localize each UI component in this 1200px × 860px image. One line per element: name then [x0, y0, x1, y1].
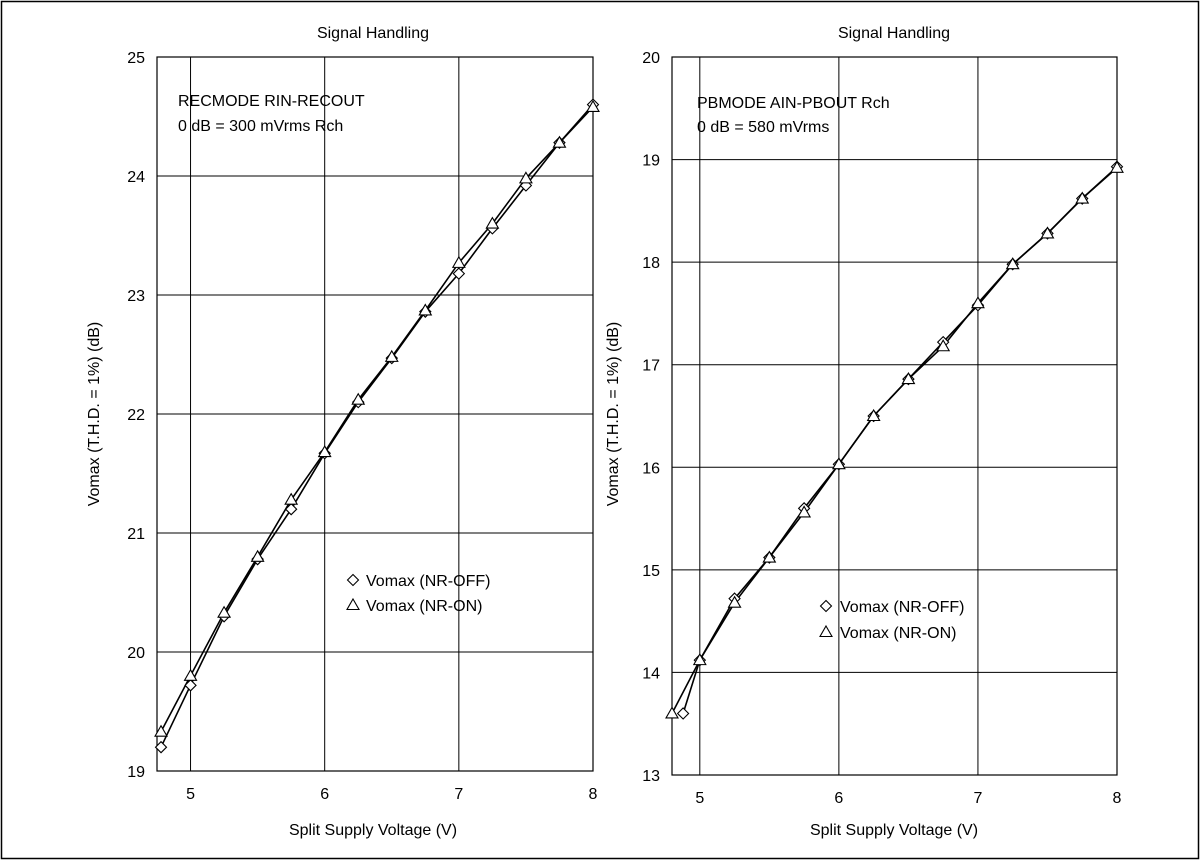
- chart-left-annotation-line-1: RECMODE RIN-RECOUT: [178, 93, 365, 110]
- chart-left-data-point: [217, 605, 232, 618]
- chart-right-legend-symbol: [819, 624, 833, 638]
- chart-right-data-point: [1075, 191, 1090, 204]
- chart-left-y-tick-label: 23: [127, 288, 145, 305]
- chart-left-data-point: [451, 255, 466, 268]
- chart-right-data-point: [762, 550, 777, 563]
- chart-right-y-tick-label: 14: [642, 665, 660, 682]
- chart-right-legend-marker-nr-on: [819, 624, 833, 638]
- chart-left-series-line-0: [160, 104, 594, 748]
- chart-left-y-tick-label: 19: [127, 764, 145, 781]
- chart-left-legend-marker-nr-off: [346, 573, 360, 587]
- chart-right-data-point: [1110, 160, 1124, 173]
- chart-right-data-point: [797, 505, 812, 518]
- chart-left-y-tick-label: 22: [127, 407, 145, 424]
- chart-right-x-tick-label: 6: [834, 790, 843, 807]
- chart-right-legend-label-nr-off: Vomax (NR-OFF): [840, 599, 964, 616]
- chart-right-y-tick-label: 16: [642, 460, 660, 477]
- chart-right-data-point: [1040, 226, 1055, 239]
- chart-right-data-point: [1005, 257, 1020, 270]
- chart-left-data-point: [586, 99, 600, 113]
- chart-left-y-tick-label: 20: [127, 645, 145, 662]
- chart-left-data-point: [154, 724, 168, 737]
- chart-right: Signal Handling 13 14 15 16 17 18 19 20 5 6 7 8 PB…: [605, 25, 1124, 839]
- chart-left-data-point: [552, 135, 567, 148]
- chart-right-title: Signal Handling: [838, 25, 950, 42]
- chart-left-y-ticks: 19 20 21 22 23 24 25: [127, 50, 145, 781]
- chart-right-legend-label-nr-on: Vomax (NR-ON): [840, 625, 956, 642]
- chart-left-legend-symbol: [346, 573, 360, 587]
- chart-left-data-point: [154, 740, 168, 754]
- chart-right-y-tick-label: 17: [642, 358, 660, 375]
- chart-right-data-point: [831, 457, 846, 470]
- chart-left-x-tick-label: 5: [186, 786, 195, 803]
- chart-right-y-tick-label: 15: [642, 563, 660, 580]
- chart-left-data-point: [384, 349, 399, 362]
- chart-right-x-axis-label: Split Supply Voltage (V): [810, 822, 978, 839]
- chart-right-y-ticks: 13 14 15 16 17 18 19 20: [642, 50, 660, 785]
- chart-left: Signal Handling 19 20 21 22 23 24 25 5 6 7 8 RECM…: [86, 25, 600, 839]
- chart-right-plot-area: [671, 56, 1118, 776]
- chart-left-y-tick-label: 21: [127, 526, 145, 543]
- chart-left-data-point: [418, 303, 433, 316]
- chart-right-data-point: [901, 371, 916, 385]
- chart-right-data-point: [665, 706, 679, 719]
- chart-right-data-point: [692, 653, 707, 666]
- chart-right-legend: Vomax (NR-OFF) Vomax (NR-ON): [819, 599, 964, 642]
- chart-right-x-tick-label: 8: [1113, 790, 1122, 807]
- chart-left-legend-marker-nr-on: [346, 597, 360, 611]
- chart-right-y-tick-label: 13: [642, 768, 660, 785]
- chart-right-series-line-1: [671, 167, 1118, 714]
- chart-right-annotation-line-1: PBMODE AIN-PBOUT Rch: [697, 95, 890, 112]
- chart-left-legend-symbol: [346, 597, 360, 611]
- chart-left-legend-label-nr-on: Vomax (NR-ON): [366, 598, 482, 615]
- chart-left-data-point: [284, 502, 298, 516]
- chart-left-data-point: [183, 668, 198, 681]
- chart-right-series-markers: [665, 160, 1124, 720]
- chart-left-x-axis-label: Split Supply Voltage (V): [289, 822, 457, 839]
- chart-left-annotation-line-2: 0 dB = 300 mVrms Rch: [178, 118, 343, 135]
- chart-left-y-tick-label: 25: [127, 50, 145, 67]
- chart-left-data-point: [452, 267, 466, 280]
- chart-right-data-point: [727, 595, 742, 608]
- chart-left-data-point: [485, 216, 500, 229]
- chart-right-data-point: [676, 707, 690, 720]
- chart-left-data-point: [518, 171, 533, 184]
- chart-left-legend-label-nr-off: Vomax (NR-OFF): [366, 573, 490, 590]
- chart-left-y-tick-label: 24: [127, 169, 145, 186]
- chart-left-legend: Vomax (NR-OFF) Vomax (NR-ON): [346, 573, 490, 615]
- chart-left-x-ticks: 5 6 7 8: [186, 786, 597, 803]
- chart-left-data-point: [351, 392, 366, 405]
- chart-right-x-tick-label: 7: [973, 790, 982, 807]
- chart-left-title: Signal Handling: [317, 25, 429, 42]
- chart-left-series-markers: [154, 98, 600, 754]
- chart-left-data-point: [184, 679, 197, 692]
- chart-left-gridlines: [157, 57, 593, 771]
- chart-right-gridlines: [672, 57, 1117, 775]
- chart-right-data-point: [970, 296, 985, 309]
- chart-left-data-point: [284, 492, 299, 505]
- chart-right-legend-symbol: [819, 599, 833, 613]
- chart-right-y-tick-label: 20: [642, 50, 660, 67]
- chart-right-data-point: [936, 339, 951, 352]
- chart-left-x-tick-label: 6: [320, 786, 329, 803]
- chart-right-y-axis-label: Vomax (T.H.D. = 1%) (dB): [605, 322, 622, 507]
- chart-right-x-tick-label: 5: [695, 790, 704, 807]
- chart-left-x-tick-label: 7: [454, 786, 463, 803]
- chart-right-series-lines: [671, 166, 1118, 714]
- chart-right-x-ticks: 5 6 7 8: [695, 790, 1121, 807]
- chart-right-y-tick-label: 18: [642, 255, 660, 272]
- chart-right-y-tick-label: 19: [642, 153, 660, 170]
- chart-right-data-point: [866, 408, 881, 422]
- chart-left-y-axis-label: Vomax (T.H.D. = 1%) (dB): [86, 322, 103, 507]
- chart-right-legend-marker-nr-off: [819, 599, 833, 613]
- chart-left-data-point: [317, 444, 332, 458]
- chart-left-data-point: [250, 549, 265, 562]
- chart-left-x-tick-label: 8: [589, 786, 598, 803]
- chart-right-annotation-line-2: 0 dB = 580 mVrms: [697, 119, 829, 136]
